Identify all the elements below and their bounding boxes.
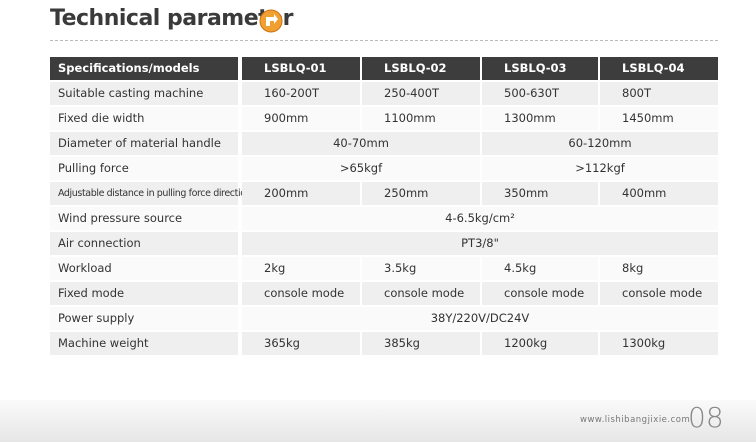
row-label: Suitable casting machine [50,82,238,105]
column-header: LSBLQ-03 [482,57,598,80]
cell: 250-400T [362,82,480,105]
title: Technical parameter [50,6,293,31]
cell: 350mm [482,182,598,205]
cell: 385kg [362,332,480,355]
cell: 365kg [242,332,360,355]
cell: 160-200T [242,82,360,105]
cell: 250mm [362,182,480,205]
cell: 1200kg [482,332,598,355]
divider [50,40,718,41]
cell: console mode [242,282,360,305]
row-label: Air connection [50,232,238,255]
row-label: Machine weight [50,332,238,355]
cell: 8kg [600,257,718,280]
footer-band [0,400,756,442]
page-number: 08 [688,401,724,434]
cell: 1300mm [482,107,598,130]
cell: 2kg [242,257,360,280]
cell: 1300kg [600,332,718,355]
row-label: Fixed die width [50,107,238,130]
cell: 800T [600,82,718,105]
cell: 4-6.5kg/cm² [242,207,718,230]
cell: 40-70mm [242,132,480,155]
column-header: LSBLQ-01 [242,57,360,80]
cell: 1100mm [362,107,480,130]
footer-url: www.lishibangjixie.com [580,415,691,425]
cell: >65kgf [242,157,480,180]
cell: 4.5kg [482,257,598,280]
cell: >112kgf [482,157,718,180]
row-label: Workload [50,257,238,280]
cell: 500-630T [482,82,598,105]
cell: console mode [362,282,480,305]
column-header: Specifications/models [50,57,238,80]
row-label: Diameter of material handle [50,132,238,155]
row-label: Pulling force [50,157,238,180]
column-header: LSBLQ-04 [600,57,718,80]
cell: 400mm [600,182,718,205]
cell: console mode [600,282,718,305]
row-label: Adjustable distance in pulling force dir… [50,182,252,205]
row-label: Wind pressure source [50,207,238,230]
cell: 200mm [242,182,360,205]
cell: 3.5kg [362,257,480,280]
cell: 60-120mm [482,132,718,155]
column-header: LSBLQ-02 [362,57,480,80]
cell: 900mm [242,107,360,130]
title-icon [259,9,283,33]
cell: PT3/8" [242,232,718,255]
cell: console mode [482,282,598,305]
row-label: Fixed mode [50,282,238,305]
row-label: Power supply [50,307,238,330]
cell: 38Y/220V/DC24V [242,307,718,330]
cell: 1450mm [600,107,718,130]
